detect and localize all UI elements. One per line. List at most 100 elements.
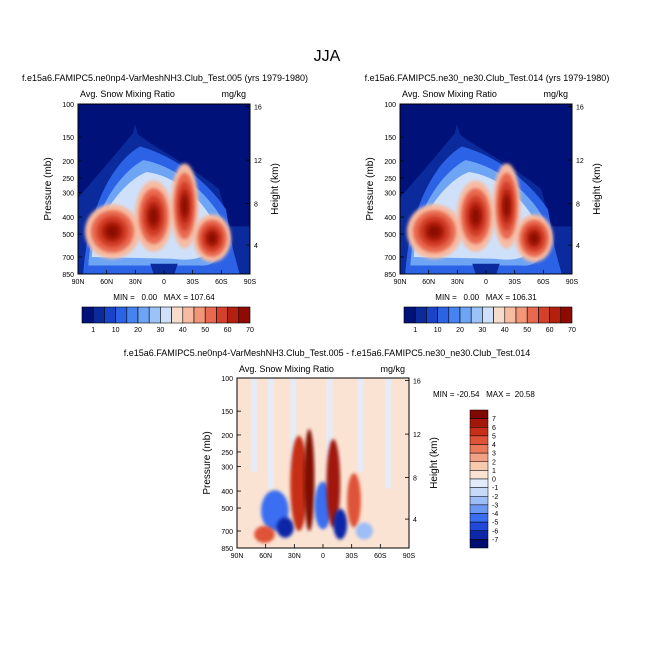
- y2-tick-label: 12: [576, 158, 584, 165]
- colorbar-label: 5: [492, 433, 496, 440]
- colorbar-label: 10: [112, 327, 120, 334]
- y2-axis-label: Height (km): [429, 437, 440, 489]
- y-tick-label: 300: [221, 464, 233, 471]
- diff-stripe: [267, 378, 274, 489]
- y-tick-label: 400: [384, 215, 396, 222]
- x-tick-label: 60N: [422, 279, 435, 286]
- y-tick-label: 500: [62, 232, 74, 239]
- colorbar-label: -2: [492, 494, 498, 501]
- x-tick-label: 90S: [403, 553, 416, 560]
- y-tick-label: 150: [384, 135, 396, 142]
- figure-title: JJA: [314, 48, 341, 65]
- x-tick-label: 30N: [129, 279, 142, 286]
- y-tick-label: 200: [221, 433, 233, 440]
- colorbar-label: 20: [456, 327, 464, 334]
- snow-maximum: [427, 224, 442, 239]
- y-tick-label: 150: [221, 409, 233, 416]
- colorbar-box: [448, 306, 461, 324]
- y2-tick-label: 4: [254, 243, 258, 250]
- colorbar-label: -3: [492, 502, 498, 509]
- difference-anomaly: [347, 473, 361, 528]
- x-tick-label: 90N: [231, 553, 244, 560]
- y-tick-label: 700: [62, 255, 74, 262]
- x-tick-label: 0: [162, 279, 166, 286]
- difference-anomaly: [304, 429, 315, 531]
- y2-tick-label: 4: [576, 243, 580, 250]
- y-tick-label: 200: [62, 159, 74, 166]
- colorbar: 7 65 4 32 1 0-1 -2-3 -4 -5-6 -7: [469, 409, 498, 549]
- snow-maximum: [471, 207, 481, 225]
- colorbar-label: 7: [492, 416, 496, 423]
- colorbar-label: 50: [201, 327, 209, 334]
- colorbar-label: 2: [492, 459, 496, 466]
- panel-case1: f.e15a6.FAMIPC5.ne0np4-VarMeshNH3.Club_T…: [22, 73, 308, 334]
- colorbar-label: 0: [492, 477, 496, 484]
- colorbar-box: [469, 521, 489, 531]
- heatmap-field: [78, 104, 250, 274]
- y-tick-label: 850: [221, 546, 233, 553]
- difference-anomaly: [290, 435, 308, 531]
- colorbar-box: [414, 306, 427, 324]
- colorbar-box: [104, 306, 116, 324]
- snow-maximum: [181, 195, 188, 217]
- difference-anomaly: [254, 525, 275, 543]
- x-tick-label: 0: [484, 279, 488, 286]
- y-tick-label: 400: [62, 215, 74, 222]
- diff-stripe: [290, 378, 297, 472]
- colorbar-box: [193, 306, 206, 324]
- y2-tick-label: 4: [413, 517, 417, 524]
- colorbar-box: [469, 487, 489, 497]
- colorbar-box: [469, 478, 489, 488]
- colorbar-label: 70: [568, 327, 576, 334]
- y-tick-label: 700: [384, 255, 396, 262]
- x-tick-label: 60S: [374, 553, 387, 560]
- colorbar-label: 40: [501, 327, 509, 334]
- y2-tick-label: 12: [413, 432, 421, 439]
- y2-tick-label: 8: [413, 475, 417, 482]
- y-axis-label: Pressure (mb): [365, 157, 376, 220]
- y-tick-label: 200: [384, 159, 396, 166]
- colorbar-label: 30: [157, 327, 165, 334]
- diff-stripe: [326, 378, 333, 489]
- panel-title: f.e15a6.FAMIPC5.ne0np4-VarMeshNH3.Club_T…: [22, 73, 308, 83]
- colorbar-box: [403, 306, 416, 324]
- x-tick-label: 30N: [451, 279, 464, 286]
- y-tick-label: 150: [62, 135, 74, 142]
- colorbar: 1 10 20 30 40 50 60 70: [81, 306, 254, 334]
- panel-title: f.e15a6.FAMIPC5.ne30_ne30.Club_Test.014 …: [365, 73, 610, 83]
- y-tick-label: 500: [384, 232, 396, 239]
- y-tick-label: 850: [62, 272, 74, 279]
- heatmap-field: [400, 104, 572, 274]
- colorbar-box: [137, 306, 150, 324]
- colorbar-box: [469, 435, 489, 445]
- x-tick-label: 0: [321, 553, 325, 560]
- colorbar-label: 50: [523, 327, 531, 334]
- x-tick-label: 60S: [215, 279, 228, 286]
- y-tick-label: 250: [221, 450, 233, 457]
- colorbar-box: [81, 306, 94, 324]
- colorbar-box: [493, 306, 506, 324]
- snow-maximum: [207, 232, 217, 245]
- y-axis-label: Pressure (mb): [202, 431, 213, 494]
- y2-tick-label: 16: [576, 105, 584, 112]
- snow-maximum: [503, 195, 510, 217]
- diff-stripe: [357, 378, 364, 472]
- colorbar-box: [126, 306, 139, 324]
- colorbar-label: 1: [413, 327, 417, 334]
- colorbar-label: 60: [546, 327, 554, 334]
- y-tick-label: 300: [384, 190, 396, 197]
- x-tick-label: 60N: [259, 553, 272, 560]
- panel-title: f.e15a6.FAMIPC5.ne0np4-VarMeshNH3.Club_T…: [124, 348, 531, 358]
- y2-tick-label: 12: [254, 158, 262, 165]
- y2-tick-label: 16: [413, 379, 421, 386]
- x-tick-label: 60N: [100, 279, 113, 286]
- colorbar-box: [504, 306, 517, 324]
- colorbar-box: [560, 306, 573, 324]
- snow-maximum: [529, 232, 539, 245]
- colorbar-label: 30: [479, 327, 487, 334]
- colorbar-box: [469, 539, 489, 549]
- colorbar: 1 10 20 30 40 50 60 70: [403, 306, 576, 334]
- diff-stripe: [250, 378, 257, 472]
- colorbar-box: [469, 470, 489, 480]
